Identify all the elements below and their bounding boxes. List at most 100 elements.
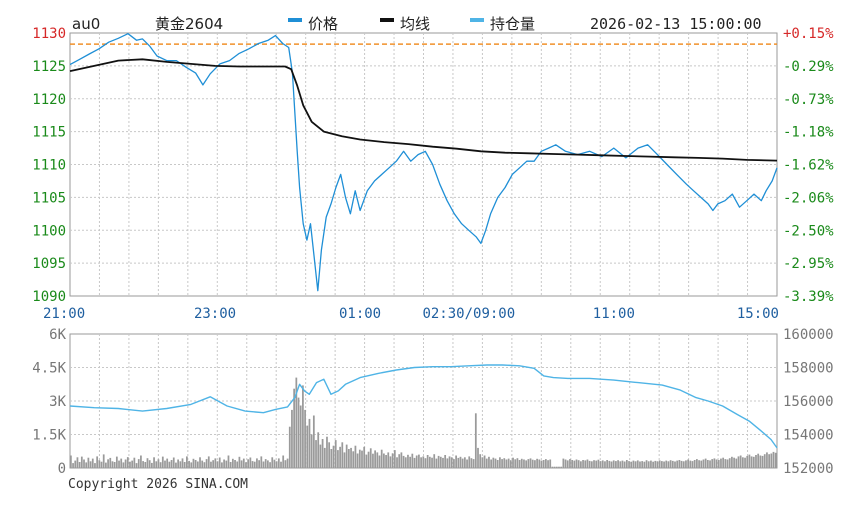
volume-bar (746, 455, 749, 468)
volume-bar (190, 462, 193, 468)
volume-bar (540, 460, 543, 468)
volume-bar (282, 455, 285, 468)
volume-bar (76, 457, 79, 468)
volume-bar (656, 461, 659, 468)
price-panel: 1130 1125 1120 1115 1110 1105 1100 1095 1090 +0.1… (32, 26, 834, 305)
volume-bar (240, 460, 243, 468)
volume-bar (768, 454, 770, 468)
volume-bar (150, 462, 153, 468)
volume-bar (129, 461, 131, 468)
volume-bar (291, 409, 293, 468)
volume-bar (334, 440, 337, 468)
volume-bar (654, 460, 657, 468)
volume-bar (457, 457, 460, 468)
time-tick-label: 23:00 (194, 306, 236, 322)
symbol-label: au0 (72, 15, 100, 33)
volume-bar (601, 460, 604, 468)
volume-bar (558, 466, 560, 468)
volume-bar (470, 458, 473, 468)
percent-tick-label: -0.29% (783, 59, 834, 75)
volume-bar (201, 460, 204, 468)
volume-bar (146, 458, 149, 468)
volume-bar (534, 460, 536, 468)
volume-bar (571, 460, 573, 468)
volume-bar (168, 461, 171, 468)
volume-bar (680, 460, 683, 468)
volume-bar (179, 461, 182, 468)
volume-bar (245, 462, 247, 468)
volume-bar (196, 461, 199, 468)
volume-bar (739, 455, 742, 468)
volume-bar (297, 397, 300, 468)
price-tick-label: 1110 (32, 158, 66, 174)
volume-bar (330, 449, 333, 468)
volume-bar (85, 462, 88, 468)
volume-bar (269, 462, 271, 468)
volume-bar (411, 453, 414, 468)
volume-bar (345, 444, 348, 468)
volume-bar (402, 455, 405, 468)
volume-bar (218, 457, 221, 468)
volume-bar (358, 449, 361, 468)
volume-bar (597, 459, 600, 468)
price-tick-label: 1105 (32, 190, 66, 206)
timestamp-label: 2026-02-13 15:00:00 (590, 15, 762, 33)
volume-bar (503, 458, 506, 468)
volume-bar (582, 460, 584, 468)
volume-bar (337, 450, 339, 468)
volume-bar (216, 461, 219, 468)
price-line (69, 33, 778, 292)
header-bar: au0 黄金2604 价格 均线 持仓量 2026-02-13 15:00:00 (72, 15, 762, 33)
volume-bar (444, 455, 447, 468)
volume-bar (529, 458, 532, 468)
volume-bar (161, 456, 164, 468)
volume-bar (199, 457, 201, 468)
volume-bar (80, 456, 83, 468)
volume-bar (164, 460, 166, 468)
open-interest-tick-label: 158000 (783, 361, 834, 377)
volume-bar (267, 460, 269, 468)
volume-bar (643, 461, 646, 468)
volume-bar (293, 388, 296, 468)
volume-bar (70, 455, 72, 468)
volume-bar (361, 450, 363, 468)
volume-bar (726, 459, 729, 468)
volume-bar (763, 454, 766, 468)
volume-bar (214, 458, 217, 468)
volume-bar (523, 459, 525, 468)
volume-bar (323, 447, 326, 468)
volume-bar (588, 460, 591, 468)
volume-bar (234, 460, 236, 468)
volume-bar (481, 457, 484, 468)
volume-bar (183, 462, 186, 468)
volume-bar (131, 460, 134, 468)
volume-bar (94, 463, 96, 468)
volume-bar (383, 453, 385, 468)
volume-bar (625, 460, 628, 468)
volume-bar (133, 457, 136, 468)
volume-bar (641, 461, 644, 468)
volume-bar (186, 456, 188, 468)
volume-bar (109, 457, 112, 468)
price-tick-label: 1100 (32, 223, 66, 239)
volume-bar (393, 450, 396, 468)
volume-bar (772, 451, 775, 468)
volume-bar (630, 461, 633, 468)
volume-bar (610, 461, 613, 468)
volume-bar (115, 456, 118, 468)
volume-bar (518, 460, 521, 468)
volume-bar (715, 459, 718, 468)
volume-bar (674, 461, 676, 468)
volume-bar (277, 458, 280, 468)
volume-bar (242, 458, 245, 468)
volume-bar (426, 455, 429, 468)
legend-swatch (380, 18, 394, 22)
volume-bar (238, 456, 241, 468)
volume-bar (367, 451, 370, 468)
volume-bar (665, 460, 668, 468)
volume-bar (328, 442, 331, 468)
volume-bar (711, 459, 714, 468)
percent-tick-label: -2.06% (783, 190, 834, 206)
volume-bar (258, 460, 260, 468)
